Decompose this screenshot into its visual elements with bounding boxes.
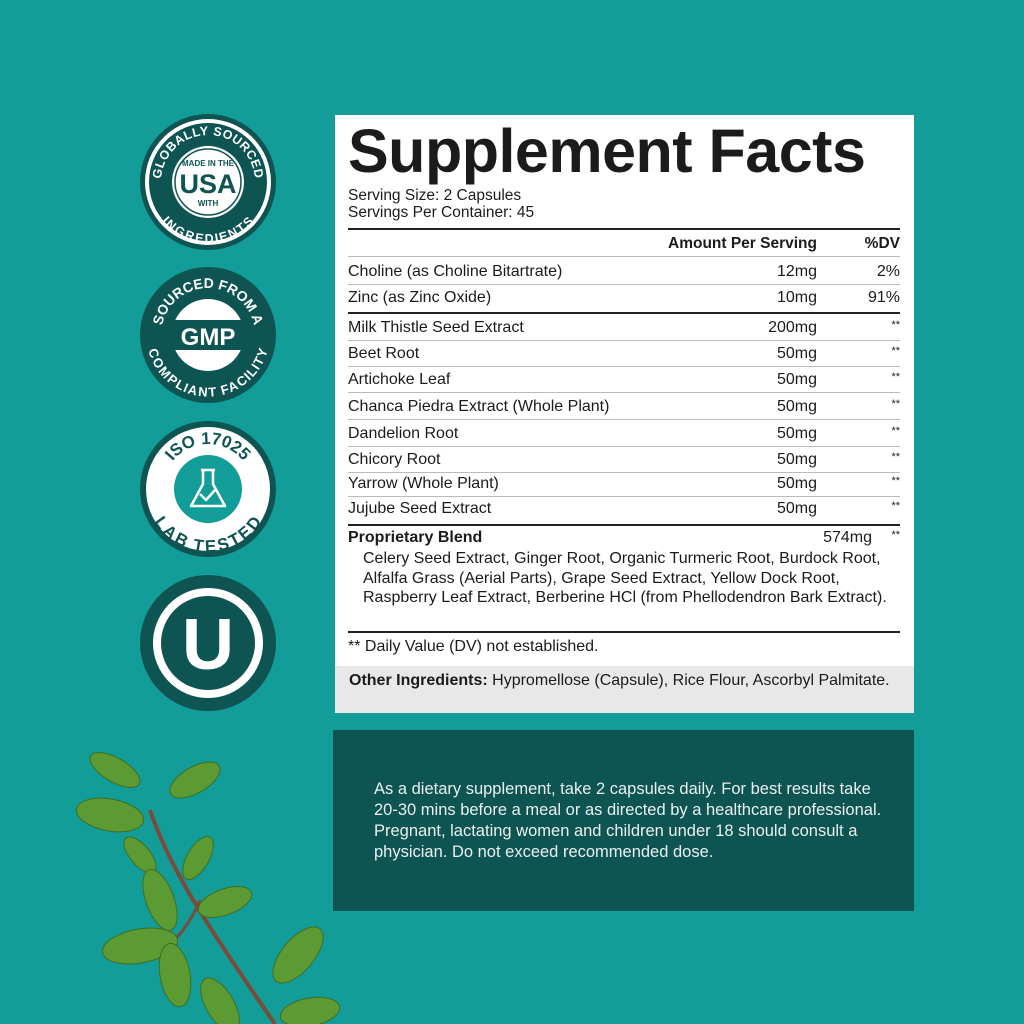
supplement-facts-panel: Supplement Facts Serving Size: 2 Capsule… xyxy=(335,115,914,713)
nutrient-dv: 2% xyxy=(876,263,900,280)
nutrient-amount: 50mg xyxy=(776,425,817,442)
other-label: Other Ingredients: xyxy=(349,672,488,689)
nutrient-name: Yarrow (Whole Plant) xyxy=(348,475,499,492)
kosher-u-badge: U xyxy=(140,575,276,711)
divider xyxy=(348,631,900,633)
nutrient-amount: 200mg xyxy=(768,319,817,336)
svg-text:WITH: WITH xyxy=(198,199,219,208)
nutrient-amount: 50mg xyxy=(776,500,817,517)
nutrient-amount: 50mg xyxy=(776,398,817,415)
nutrient-name: Beet Root xyxy=(348,345,420,362)
nutrient-name: Artichoke Leaf xyxy=(348,371,451,388)
dv-footnote: ** Daily Value (DV) not established. xyxy=(348,638,599,655)
nutrient-dv: ** xyxy=(891,371,900,383)
nutrient-name: Zinc (as Zinc Oxide) xyxy=(348,289,492,306)
other-ingredients: Other Ingredients: Hypromellose (Capsule… xyxy=(335,666,914,713)
nutrient-dv: ** xyxy=(891,475,900,487)
nutrient-amount: 50mg xyxy=(776,451,817,468)
svg-text:U: U xyxy=(182,605,234,685)
facts-title: Supplement Facts xyxy=(348,117,866,185)
nutrient-amount: 50mg xyxy=(776,345,817,362)
made-in-usa-badge: GLOBALLY SOURCED INGREDIENTS MADE IN THE… xyxy=(140,114,276,250)
gmp-badge: SOURCED FROM A COMPLIANT FACILITY GMP xyxy=(140,267,276,403)
dv-header: %DV xyxy=(864,235,900,252)
divider xyxy=(348,524,900,526)
nutrient-dv: ** xyxy=(891,451,900,463)
divider xyxy=(348,312,900,314)
nutrient-dv: ** xyxy=(891,500,900,512)
servings-per-container: Servings Per Container: 45 xyxy=(348,204,535,221)
directions-text: As a dietary supplement, take 2 capsules… xyxy=(374,780,882,861)
nutrient-row: Artichoke Leaf 50mg ** xyxy=(348,368,900,393)
nutrient-dv: ** xyxy=(891,398,900,410)
svg-text:GMP: GMP xyxy=(181,324,236,351)
blend-amount: 574mg xyxy=(823,529,872,546)
svg-text:MADE IN THE: MADE IN THE xyxy=(182,159,235,168)
leaves-image xyxy=(75,752,340,1024)
nutrient-row: Chicory Root 50mg ** xyxy=(348,448,900,473)
nutrient-name: Choline (as Choline Bitartrate) xyxy=(348,263,563,280)
nutrient-row: Yarrow (Whole Plant) 50mg ** xyxy=(348,472,900,497)
blend-name: Proprietary Blend xyxy=(348,529,483,546)
nutrient-amount: 10mg xyxy=(776,289,817,306)
nutrient-row: Beet Root 50mg ** xyxy=(348,342,900,367)
iso-lab-tested-badge: ISO 17025 LAB TESTED xyxy=(140,421,276,557)
nutrient-dv: ** xyxy=(891,319,900,331)
header-row: Amount Per Serving %DV xyxy=(348,232,900,257)
nutrient-row: Milk Thistle Seed Extract 200mg ** xyxy=(348,316,900,341)
svg-text:USA: USA xyxy=(179,169,236,199)
nutrient-row: Choline (as Choline Bitartrate) 12mg 2% xyxy=(348,260,900,285)
nutrient-row: Jujube Seed Extract 50mg ** xyxy=(348,497,900,521)
nutrient-dv: ** xyxy=(891,425,900,437)
nutrient-name: Dandelion Root xyxy=(348,425,459,442)
other-text: Hypromellose (Capsule), Rice Flour, Asco… xyxy=(487,672,890,689)
divider xyxy=(348,228,900,230)
nutrient-dv: 91% xyxy=(867,289,900,306)
nutrient-amount: 50mg xyxy=(776,371,817,388)
nutrient-name: Jujube Seed Extract xyxy=(348,500,492,517)
serving-size: Serving Size: 2 Capsules xyxy=(348,187,522,204)
amount-header: Amount Per Serving xyxy=(668,235,817,252)
flask-check-icon xyxy=(189,468,227,508)
nutrient-name: Milk Thistle Seed Extract xyxy=(348,319,524,336)
nutrient-amount: 12mg xyxy=(776,263,817,280)
nutrient-name: Chanca Piedra Extract (Whole Plant) xyxy=(348,398,610,415)
nutrient-row: Chanca Piedra Extract (Whole Plant) 50mg *… xyxy=(348,395,900,420)
blend-dv: ** xyxy=(891,529,900,541)
directions-box: As a dietary supplement, take 2 capsules… xyxy=(333,730,914,911)
nutrient-amount: 50mg xyxy=(776,475,817,492)
nutrient-row: Zinc (as Zinc Oxide) 10mg 91% xyxy=(348,286,900,310)
nutrient-name: Chicory Root xyxy=(348,451,441,468)
blend-ingredients: Celery Seed Extract, Ginger Root, Organi… xyxy=(363,550,887,606)
nutrient-dv: ** xyxy=(891,345,900,357)
nutrient-row: Dandelion Root 50mg ** xyxy=(348,422,900,447)
